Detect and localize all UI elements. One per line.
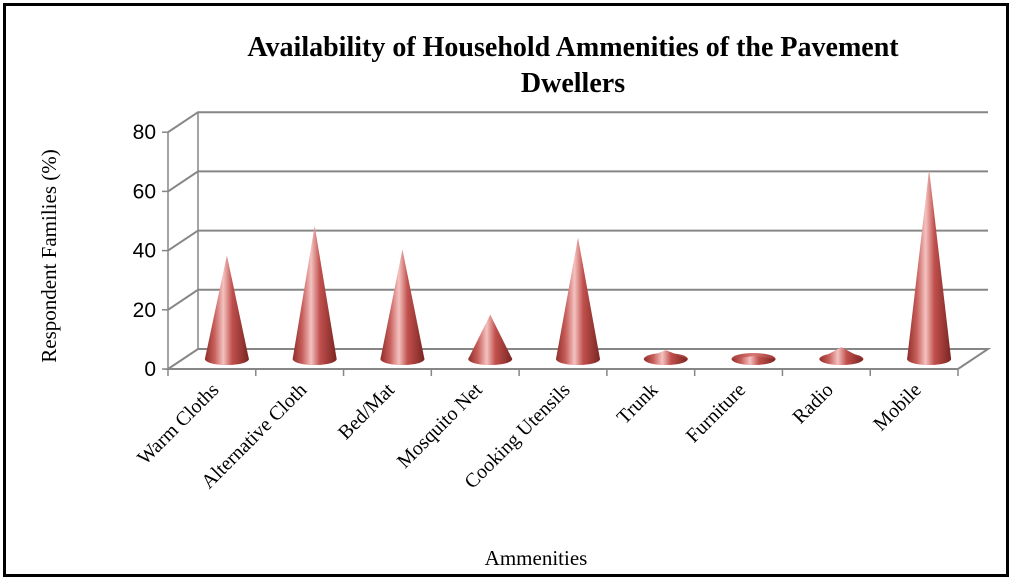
- x-tick-label: Mobile: [869, 379, 925, 435]
- cone-body: [204, 255, 249, 365]
- cone-bar: [556, 237, 600, 365]
- cone-body: [643, 350, 688, 365]
- cone-bar: [204, 255, 249, 365]
- y-tick-labels: 0 20 40 60 80: [133, 121, 156, 381]
- cone-bar: [468, 314, 513, 365]
- x-tick-label: Warm Cloths: [133, 379, 223, 469]
- chart-title-line-2: Dwellers: [521, 68, 625, 99]
- cone-body: [731, 356, 776, 365]
- cone-body: [468, 314, 513, 365]
- cone-body: [819, 347, 864, 365]
- y-axis-label: Respondent Families (%): [37, 149, 61, 362]
- cone-bar: [292, 225, 337, 365]
- cone-body: [907, 169, 952, 365]
- cone-bar: [907, 169, 952, 365]
- cone-body: [292, 225, 337, 365]
- cone-body: [380, 249, 425, 365]
- cone-bar: [380, 249, 425, 365]
- cone-bar: [819, 347, 864, 365]
- x-tick-label: Radio: [789, 379, 838, 428]
- x-tick-label: Furniture: [682, 379, 750, 447]
- cone-bar: [731, 353, 776, 365]
- gridline: [167, 170, 988, 193]
- cone-body: [556, 237, 600, 365]
- y-tick-label: 40: [133, 240, 156, 263]
- y-tick-label: 80: [133, 121, 156, 144]
- gridline: [167, 111, 988, 134]
- chart-title: Availability of Household Ammenities of …: [247, 32, 899, 99]
- x-tick-label: Bed/Mat: [334, 379, 399, 444]
- cones: [204, 169, 952, 365]
- y-tick-label: 20: [133, 299, 156, 322]
- axes: [162, 112, 959, 376]
- cone-chart: Availability of Household Ammenities of …: [37, 32, 992, 570]
- y-tick-label: 60: [133, 180, 156, 203]
- chart-title-line-1: Availability of Household Ammenities of …: [247, 32, 899, 63]
- y-tick-label: 0: [144, 358, 156, 381]
- x-tick-label: Mosquito Net: [393, 379, 487, 473]
- chart-frame: Availability of Household Ammenities of …: [3, 3, 1009, 577]
- cone-bar: [643, 350, 688, 365]
- x-axis-label: Ammenities: [485, 546, 588, 570]
- x-tick-label: Trunk: [613, 379, 663, 429]
